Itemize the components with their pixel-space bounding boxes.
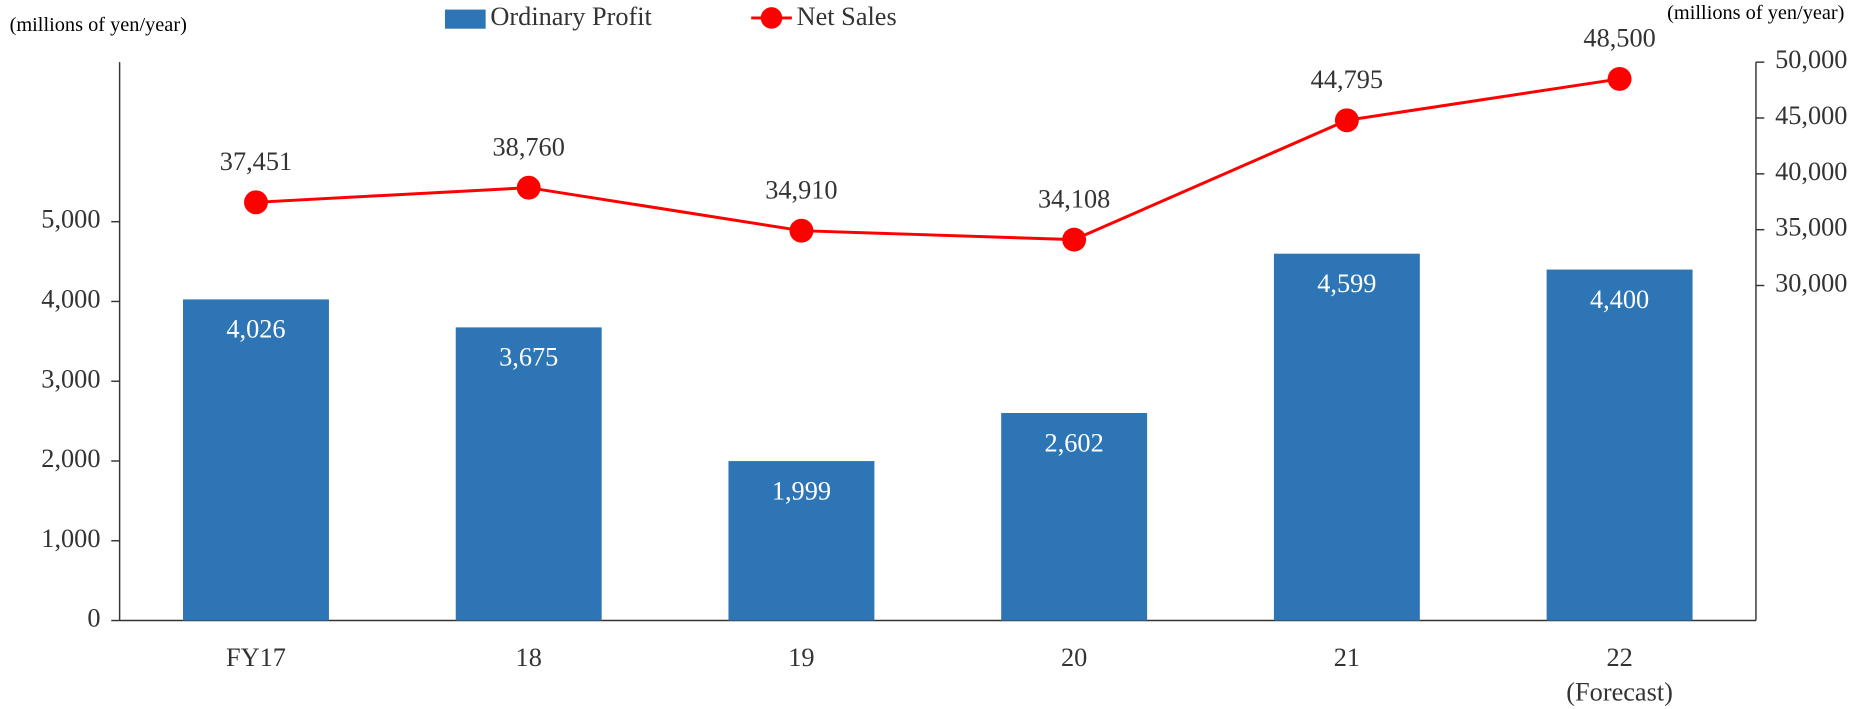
y2-tick-label: 40,000 (1775, 157, 1847, 186)
x-tick-label: 21 (1334, 643, 1360, 672)
x-tick-label: FY17 (226, 643, 286, 672)
bar-value-label: 2,602 (1045, 428, 1104, 457)
line-value-label: 34,108 (1038, 184, 1110, 213)
line-value-label: 37,451 (220, 147, 292, 176)
legend-label: Ordinary Profit (490, 2, 652, 31)
y2-tick-label: 45,000 (1775, 101, 1847, 130)
line-value-label: 38,760 (493, 132, 565, 161)
legend-swatch (444, 9, 486, 29)
y-tick-label: 2,000 (41, 444, 100, 473)
line-value-label: 44,795 (1311, 65, 1383, 94)
bar (728, 461, 875, 621)
bar-value-label: 4,026 (226, 315, 285, 344)
y-tick-label: 4,000 (41, 285, 100, 314)
x-tick-label: 19 (788, 643, 814, 672)
line-marker (516, 175, 541, 200)
x-tick-label: 20 (1061, 643, 1087, 672)
y-tick-label: 0 (87, 604, 100, 633)
line-marker (789, 218, 814, 243)
bar-value-label: 4,400 (1590, 285, 1649, 314)
line-marker (1334, 108, 1359, 133)
legend-label: Net Sales (797, 2, 897, 31)
bar (1001, 412, 1148, 621)
x-annotation: (Forecast) (1566, 678, 1673, 707)
line (255, 77, 1620, 242)
y-tick-label: 1,000 (41, 524, 100, 553)
bar (455, 327, 602, 621)
y2-tick-label: 35,000 (1775, 213, 1847, 242)
line-value-label: 48,500 (1583, 24, 1655, 53)
bar (183, 299, 329, 621)
line-marker (1062, 227, 1087, 252)
bar (1273, 253, 1420, 621)
y2-tick-label: 50,000 (1775, 45, 1847, 74)
y2-tick-label: 30,000 (1775, 269, 1847, 298)
legend-marker (760, 7, 783, 29)
bar-value-label: 3,675 (499, 343, 558, 372)
y-tick-label: 3,000 (41, 364, 100, 393)
y2-axis-label: (millions of yen/year) (1667, 2, 1844, 24)
bar (1546, 269, 1693, 621)
bar-value-label: 1,999 (772, 476, 831, 505)
bar-value-label: 4,599 (1317, 269, 1376, 298)
x-tick-label: 18 (516, 643, 542, 672)
x-tick-label: 22 (1606, 643, 1632, 672)
y-tick-label: 5,000 (41, 205, 100, 234)
line-marker (244, 190, 268, 215)
line-value-label: 34,910 (765, 175, 837, 204)
y-axis-label: (millions of yen/year) (10, 14, 187, 36)
line-marker (1607, 66, 1632, 91)
